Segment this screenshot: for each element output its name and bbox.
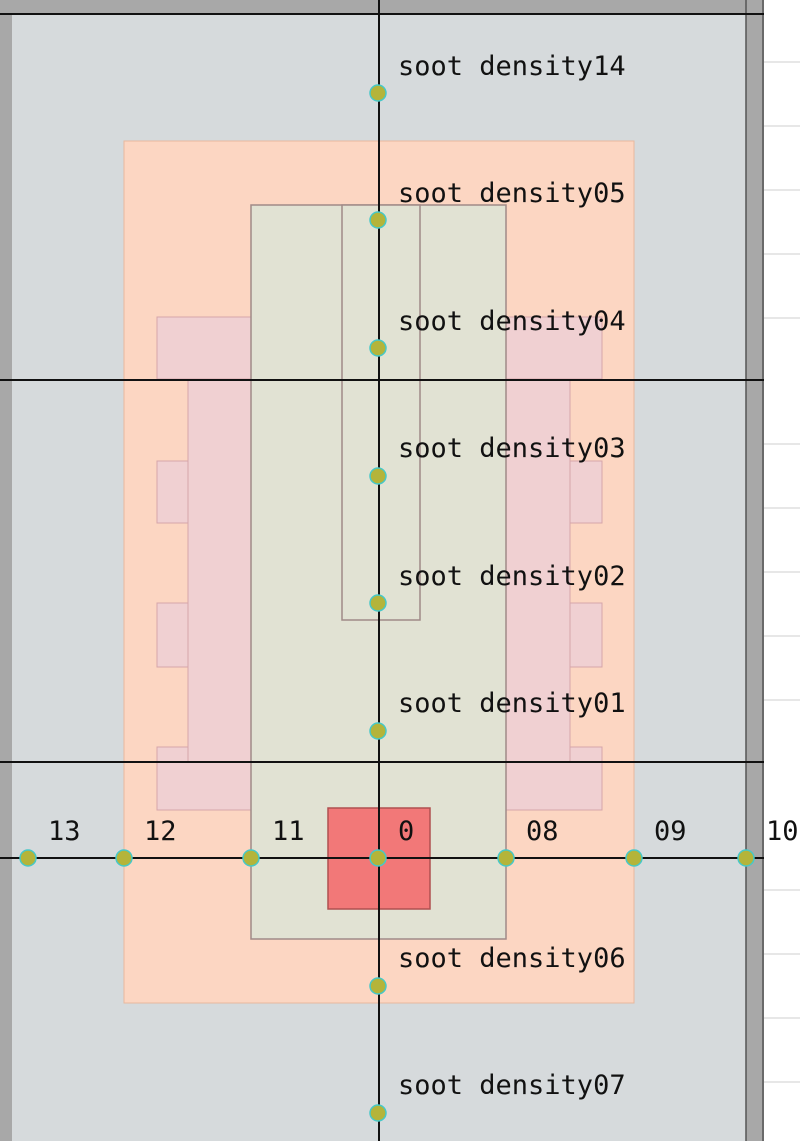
- sensor-dot-soot-density07[interactable]: [369, 1104, 387, 1122]
- left-column-block: [187, 379, 252, 763]
- wall-blocks: [156, 316, 603, 811]
- left-notch-1: [156, 460, 189, 524]
- left-frame-border: [0, 0, 12, 1141]
- right-margin-panel: [764, 0, 800, 1141]
- sensor-dot-soot-density05[interactable]: [369, 211, 387, 229]
- point-label-0: 0: [398, 816, 414, 847]
- sensor-label-soot-density07: soot density07: [398, 1070, 626, 1101]
- right-frame-border: [746, 0, 764, 1141]
- right-upper-block: [505, 316, 603, 380]
- right-margin-bg: [764, 0, 800, 1141]
- sensor-dot-soot-density14[interactable]: [369, 84, 387, 102]
- sensor-dot-soot-density02[interactable]: [369, 594, 387, 612]
- sensor-dot-soot-density04[interactable]: [369, 339, 387, 357]
- right-notch-1: [569, 460, 603, 524]
- sensor-dot-soot-density03[interactable]: [369, 467, 387, 485]
- sensor-label-soot-density02: soot density02: [398, 561, 626, 592]
- right-notch-2: [569, 602, 603, 668]
- sensor-dot-soot-density06[interactable]: [369, 977, 387, 995]
- left-notch-2: [156, 602, 189, 668]
- sensor-label-soot-density06: soot density06: [398, 943, 626, 974]
- sensor-dot-point-11[interactable]: [242, 849, 260, 867]
- sensor-dot-point-09[interactable]: [625, 849, 643, 867]
- sensor-label-soot-density03: soot density03: [398, 433, 626, 464]
- shaft-zone: [341, 204, 421, 621]
- left-upper-block: [156, 316, 252, 380]
- right-lower-block: [505, 761, 603, 811]
- grid-lines: [0, 0, 764, 1141]
- point-label-11: 11: [272, 816, 305, 847]
- sensor-dot-point-0[interactable]: [369, 849, 387, 867]
- sensor-label-soot-density14: soot density14: [398, 51, 626, 82]
- sensor-label-soot-density05: soot density05: [398, 178, 626, 209]
- top-frame-border: [0, 0, 764, 14]
- sensor-dot-point-12[interactable]: [115, 849, 133, 867]
- right-notch-3: [569, 746, 603, 763]
- sensor-dot-point-08[interactable]: [497, 849, 515, 867]
- sensor-labels: soot density14 soot density05 soot densi…: [48, 51, 799, 1101]
- sensor-dot-point-10[interactable]: [737, 849, 755, 867]
- point-label-08: 08: [526, 816, 559, 847]
- left-notch-3: [156, 746, 189, 763]
- point-label-10: 10: [766, 816, 799, 847]
- point-label-13: 13: [48, 816, 81, 847]
- point-label-09: 09: [654, 816, 687, 847]
- right-margin-ticks: [764, 61, 800, 1083]
- sensor-dot-point-13[interactable]: [19, 849, 37, 867]
- sensor-label-soot-density01: soot density01: [398, 688, 626, 719]
- left-lower-block: [156, 761, 252, 811]
- sensor-dot-soot-density01[interactable]: [369, 722, 387, 740]
- sensor-points: [19, 84, 755, 1122]
- point-label-12: 12: [144, 816, 177, 847]
- sensor-label-soot-density04: soot density04: [398, 306, 626, 337]
